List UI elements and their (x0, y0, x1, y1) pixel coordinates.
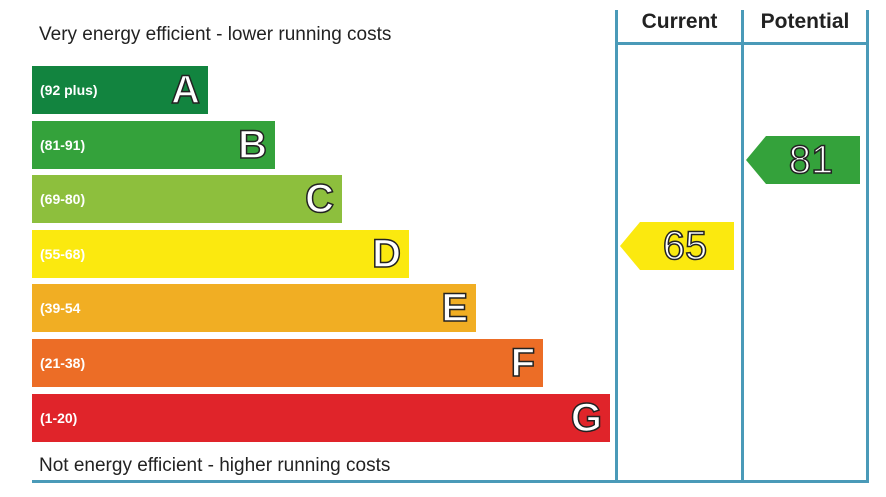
band-range-label: (21-38) (40, 355, 86, 371)
band-e: (39-54 E (32, 284, 476, 332)
band-b: (81-91) B (32, 121, 275, 169)
band-g: (1-20) G (32, 394, 610, 442)
band-letter: A (170, 67, 200, 113)
band-range-label: (69-80) (40, 191, 86, 207)
band-letter: B (237, 122, 267, 168)
header-underline (617, 42, 868, 45)
band-range-label: (1-20) (40, 410, 78, 426)
band-letter: D (371, 231, 401, 277)
band-c: (69-80) C (32, 175, 342, 223)
top-caption: Very energy efficient - lower running co… (39, 24, 392, 45)
arrow-shape (746, 136, 860, 184)
band-letter: G (570, 395, 603, 441)
band-d: (55-68) D (32, 230, 409, 278)
current-column-header: Current (641, 10, 718, 33)
potential-column-header: Potential (760, 10, 850, 33)
band-range-label: (55-68) (40, 246, 86, 262)
divider-line (866, 10, 869, 483)
bottom-caption: Not energy efficient - higher running co… (39, 455, 391, 476)
potential-rating-arrow: 81 (746, 136, 860, 184)
band-f: (21-38) F (32, 339, 543, 387)
arrow-shape (620, 222, 734, 270)
current-rating-value: 65 (662, 223, 708, 269)
current-rating-arrow: 65 (620, 222, 734, 270)
arrow-polygon (746, 136, 860, 184)
potential-rating-value: 81 (788, 137, 834, 183)
band-range-label: (39-54 (40, 300, 81, 316)
band-letter: C (304, 176, 334, 222)
band-range-label: (81-91) (40, 137, 86, 153)
arrow-polygon (620, 222, 734, 270)
divider-line (741, 10, 744, 483)
band-a: (92 plus) A (32, 66, 208, 114)
band-letter: F (510, 340, 536, 386)
bottom-border (32, 480, 868, 483)
divider-line (615, 10, 618, 483)
band-letter: E (441, 285, 469, 331)
band-range-label: (92 plus) (40, 82, 98, 98)
